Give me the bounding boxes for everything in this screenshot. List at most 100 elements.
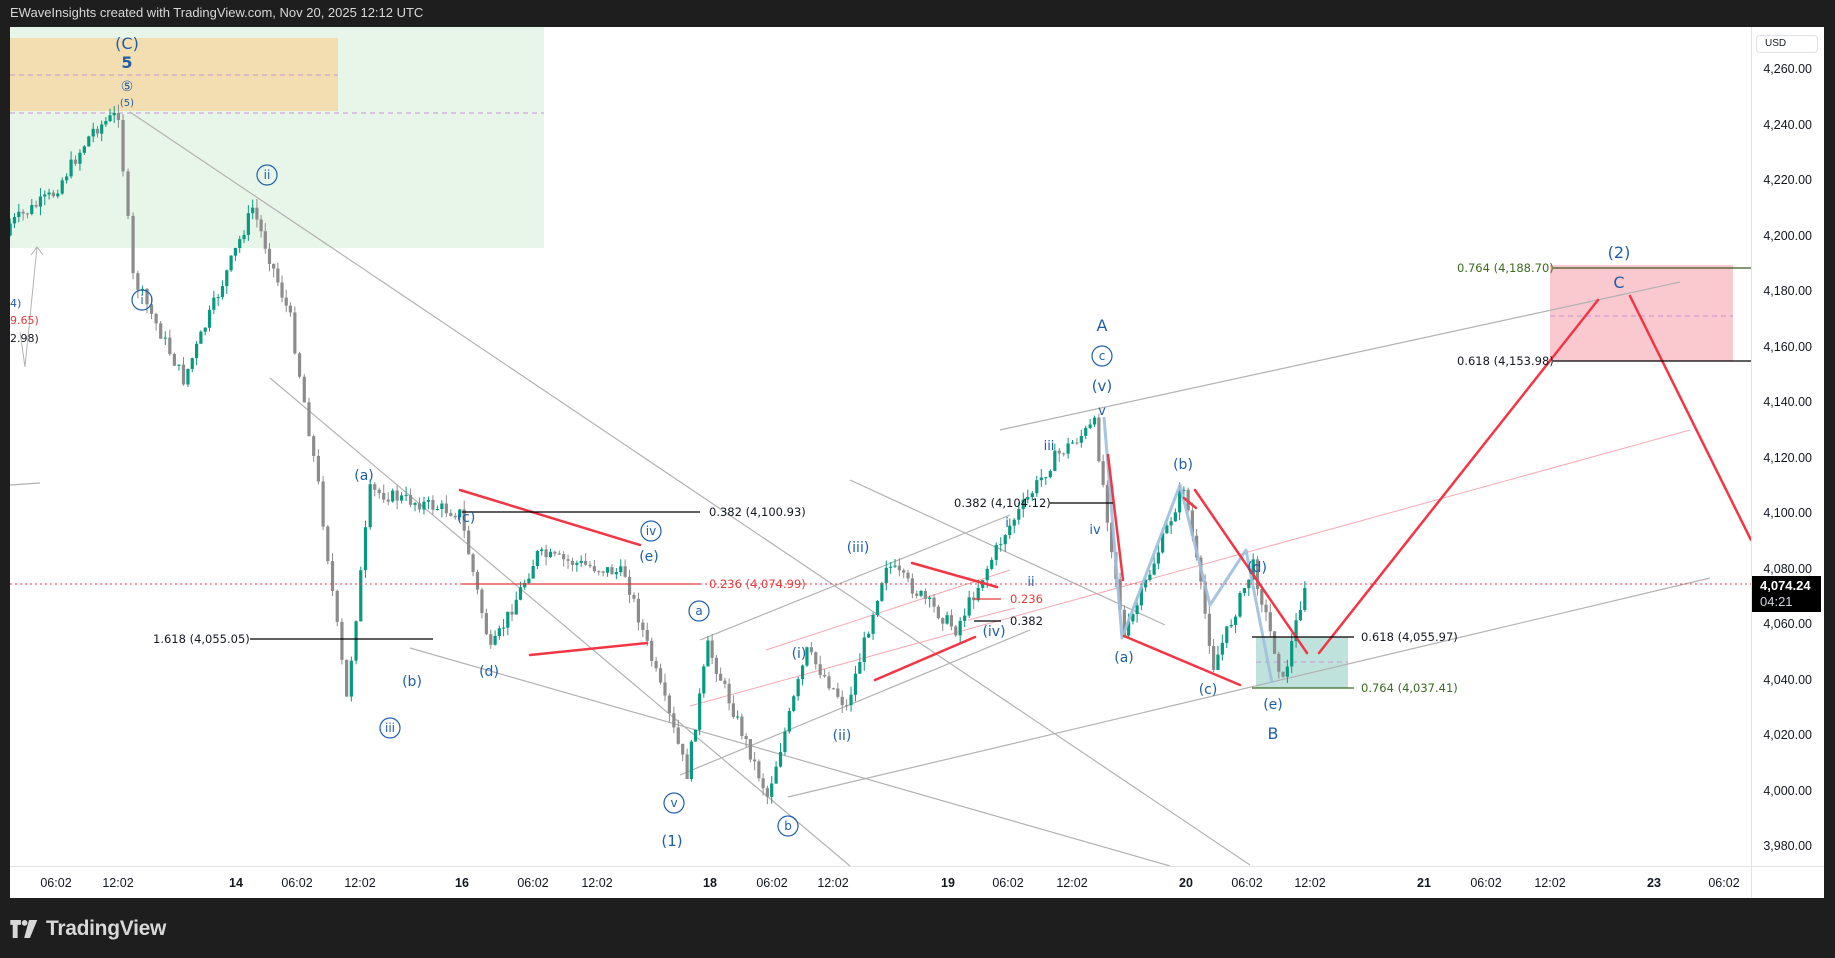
time-tick: 06:02	[1231, 876, 1263, 890]
price-tick: 4,040.00	[1763, 672, 1812, 687]
wave-label-c-circled: c	[1099, 349, 1106, 363]
time-tick: 12:02	[817, 876, 849, 890]
fib-label-0764-b: 0.764 (4,037.41)	[1361, 681, 1458, 695]
wave-label-i-circled: i	[140, 293, 143, 307]
time-tick: 16	[455, 876, 469, 890]
partial-label-b: 9.65)	[10, 314, 39, 327]
wave-label-i-paren: (i)	[792, 646, 807, 662]
wave-label-v-small: v	[1098, 404, 1106, 419]
time-tick: 20	[1179, 876, 1193, 890]
wave-label-B: B	[1268, 724, 1279, 743]
time-tick: 12:02	[102, 876, 134, 890]
wave-label-ii-small: ii	[1027, 575, 1034, 590]
wave-label-C: C	[1613, 273, 1624, 292]
fib-label-0236-a: 0.236 (4,074.99)	[709, 577, 806, 591]
currency-label[interactable]: USD	[1756, 35, 1818, 53]
wave-label-2: (2)	[1608, 243, 1631, 262]
wave-label-ii-paren: (ii)	[833, 728, 852, 744]
wave-label-b-circled: b	[784, 819, 792, 833]
fib-label-0236-b: 0.236	[1010, 592, 1043, 606]
wave-label-e-paren: (e)	[639, 549, 659, 565]
wave-label-iii-circled: iii	[385, 721, 395, 735]
wave-label-iii-small: iii	[1044, 439, 1055, 454]
time-tick: 06:02	[281, 876, 313, 890]
wave-b-label-e: (e)	[1263, 697, 1283, 713]
bar-countdown: 04:21	[1760, 594, 1793, 609]
time-tick: 23	[1647, 876, 1661, 890]
time-tick: 21	[1417, 876, 1431, 890]
time-tick: 12:02	[1294, 876, 1326, 890]
fib-label-0382-c: 0.382	[1010, 614, 1043, 628]
price-tick: 4,260.00	[1763, 62, 1812, 76]
price-tick: 4,120.00	[1763, 450, 1812, 465]
time-tick: 18	[703, 876, 717, 890]
time-axis[interactable]: 06:02 12:02 14 06:02 12:02 16 06:02 12:02 18 06:0…	[10, 866, 1751, 898]
time-tick: 06:02	[992, 876, 1024, 890]
wave-b-label-a: (a)	[1114, 650, 1134, 666]
price-tick: 4,060.00	[1763, 617, 1812, 631]
wave-label-5-paren: (5)	[120, 98, 134, 109]
price-tick: 4,100.00	[1763, 506, 1812, 520]
time-tick: 12:02	[1056, 876, 1088, 890]
wave-label-5: 5	[121, 53, 132, 72]
wave-label-a-circled: a	[695, 604, 702, 618]
wave-label-a-paren: (a)	[354, 468, 374, 484]
wave-label-ii-circled: ii	[264, 168, 271, 182]
wave-label-iii-paren: (iii)	[847, 540, 870, 556]
wave-label-i-small: i	[1005, 516, 1009, 531]
time-tick: 12:02	[1534, 876, 1566, 890]
fib-label-0382-b: 0.382 (4,104.12)	[954, 496, 1051, 510]
wave-label-A: A	[1097, 316, 1108, 335]
wave-label-v-circled: v	[670, 796, 677, 810]
wave-b-label-d: (d)	[1247, 560, 1267, 576]
wave-label-c-paren: (c)	[457, 510, 476, 526]
time-tick: 06:02	[1470, 876, 1502, 890]
wave-b-label-c: (c)	[1199, 682, 1218, 698]
time-tick: 06:02	[1708, 876, 1740, 890]
wave-label-iv-circled: iv	[646, 524, 656, 538]
wave-label-iv-small: iv	[1089, 523, 1101, 538]
time-tick: 06:02	[756, 876, 788, 890]
time-tick: 14	[229, 876, 243, 890]
wave-b-label-b: (b)	[1173, 457, 1193, 473]
price-tick: 4,200.00	[1763, 228, 1812, 243]
wave-label-5-circle: ⑤	[121, 79, 134, 95]
price-axis[interactable]: 4,260.00 4,240.00 4,220.00 4,200.00 4,180.00…	[1751, 27, 1824, 866]
time-tick: 19	[941, 876, 955, 890]
time-tick: 06:02	[517, 876, 549, 890]
wave-label-v-paren: (v)	[1092, 377, 1113, 395]
fib-label-1618: 1.618 (4,055.05)	[153, 632, 250, 646]
last-price-badge: 4,074.24 04:21	[1752, 576, 1821, 612]
wave-label-b-paren: (b)	[402, 674, 422, 690]
price-tick: 4,140.00	[1763, 395, 1812, 409]
price-tick: 4,080.00	[1763, 561, 1812, 576]
price-tick: 4,220.00	[1763, 173, 1812, 187]
fib-label-0618-b: 0.618 (4,055.97)	[1361, 630, 1458, 644]
price-tick: 4,180.00	[1763, 284, 1812, 298]
price-tick: 3,980.00	[1763, 839, 1812, 853]
axis-corner	[1751, 866, 1824, 898]
fib-label-0618-target: 0.618 (4,153.98)	[1457, 354, 1554, 368]
partial-label-a: 4)	[10, 297, 21, 310]
wave-c-target-zone	[1550, 265, 1733, 361]
wave-label-1: (1)	[661, 832, 682, 850]
price-tick: 4,020.00	[1763, 728, 1812, 742]
tradingview-logo-icon	[10, 920, 38, 938]
last-price-value: 4,074.24	[1760, 578, 1811, 593]
partial-label-c: 2.98)	[10, 332, 39, 345]
wave-label-d-paren: (d)	[479, 664, 499, 680]
time-tick: 12:02	[344, 876, 376, 890]
fib-label-0382-a: 0.382 (4,100.93)	[709, 505, 806, 519]
chart-caption: EWaveInsights created with TradingView.c…	[10, 5, 424, 20]
time-tick: 06:02	[40, 876, 72, 890]
time-tick: 12:02	[581, 876, 613, 890]
price-tick: 4,160.00	[1763, 339, 1812, 354]
tradingview-branding[interactable]: TradingView	[10, 917, 166, 941]
wave-label-iv-paren: (iv)	[982, 624, 1005, 640]
price-tick: 4,000.00	[1763, 783, 1812, 798]
wave-label-C-paren: (C)	[115, 34, 139, 53]
fib-label-0764-target: 0.764 (4,188.70)	[1457, 261, 1554, 275]
price-tick: 4,240.00	[1763, 117, 1812, 132]
tradingview-brand-text: TradingView	[46, 917, 167, 940]
